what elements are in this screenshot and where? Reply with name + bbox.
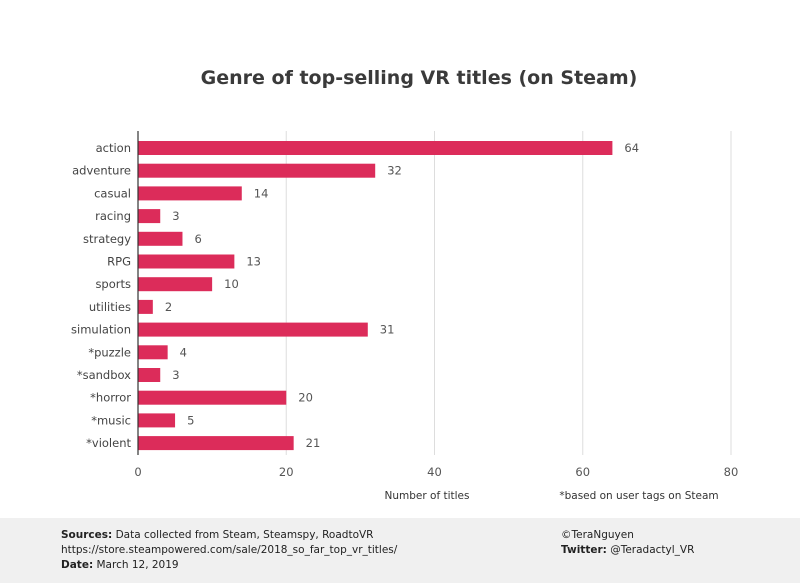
category-label: casual	[94, 186, 131, 200]
category-label: utilities	[89, 300, 131, 314]
x-tick-label: 40	[427, 465, 442, 479]
bar-sandbox	[138, 368, 161, 382]
category-label: sports	[95, 277, 131, 291]
value-label: 4	[180, 345, 187, 359]
bar-adventure	[138, 163, 376, 178]
sources-text: Data collected from Steam, Steamspy, Roa…	[115, 529, 374, 541]
source-url: https://store.steampowered.com/sale/2018…	[61, 544, 398, 556]
value-label: 5	[187, 413, 194, 427]
bar-simulation	[138, 322, 368, 337]
grid-lines	[285, 131, 732, 455]
category-label: racing	[95, 209, 131, 223]
value-label: 13	[246, 255, 261, 269]
bar-action	[138, 141, 613, 155]
value-label: 21	[306, 436, 321, 450]
date-line: Date: March 12, 2019	[61, 558, 397, 573]
category-label: *sandbox	[77, 368, 131, 382]
twitter-label: Twitter:	[561, 544, 607, 556]
bar-violent	[138, 436, 294, 451]
category-label: *violent	[86, 436, 131, 450]
chart-area: Genre of top-selling VR titles (on Steam…	[71, 67, 738, 502]
category-label: action	[96, 141, 131, 155]
value-label: 20	[298, 391, 313, 405]
category-label: *music	[91, 413, 131, 427]
footer: Sources: Data collected from Steam, Stea…	[0, 518, 800, 583]
x-tick-label: 20	[279, 465, 294, 479]
bar-music	[138, 413, 176, 428]
value-label: 3	[172, 368, 179, 382]
category-label: strategy	[83, 232, 131, 246]
value-label: 6	[194, 232, 201, 246]
footer-right: ©TeraNguyen Twitter: @Teradactyl_VR	[561, 528, 694, 558]
value-label: 64	[624, 141, 639, 155]
chart-title: Genre of top-selling VR titles (on Steam…	[201, 67, 638, 89]
bar-horror	[138, 390, 287, 405]
x-axis-label: Number of titles	[385, 490, 470, 502]
footer-left: Sources: Data collected from Steam, Stea…	[61, 528, 397, 573]
footnote: *based on user tags on Steam	[559, 490, 718, 502]
x-tick-label: 60	[575, 465, 590, 479]
sources-line: Sources: Data collected from Steam, Stea…	[61, 528, 397, 543]
value-label: 10	[224, 277, 239, 291]
category-label: adventure	[72, 164, 131, 178]
bar-casual	[138, 186, 242, 201]
twitter-line: Twitter: @Teradactyl_VR	[561, 543, 694, 558]
bar-rpg	[138, 254, 235, 269]
bars	[138, 141, 613, 451]
twitter-handle: @Teradactyl_VR	[610, 544, 695, 556]
bar-sports	[138, 277, 213, 292]
value-label: 14	[254, 186, 269, 200]
date-label: Date:	[61, 559, 94, 571]
bar-puzzle	[138, 345, 168, 360]
value-label: 31	[380, 323, 395, 337]
bar-utilities	[138, 299, 153, 314]
category-label: *puzzle	[88, 345, 131, 359]
bar-strategy	[138, 231, 183, 246]
date-text: March 12, 2019	[96, 559, 179, 571]
bar-racing	[138, 209, 161, 224]
sources-label: Sources:	[61, 529, 113, 541]
x-tick-label: 0	[134, 465, 141, 479]
x-tick-label: 80	[724, 465, 739, 479]
value-label: 32	[387, 164, 402, 178]
author-credit: ©TeraNguyen	[561, 529, 634, 541]
value-label: 2	[165, 300, 172, 314]
category-label: *horror	[90, 391, 131, 405]
category-label: RPG	[107, 255, 131, 269]
value-label: 3	[172, 209, 179, 223]
category-label: simulation	[71, 323, 131, 337]
